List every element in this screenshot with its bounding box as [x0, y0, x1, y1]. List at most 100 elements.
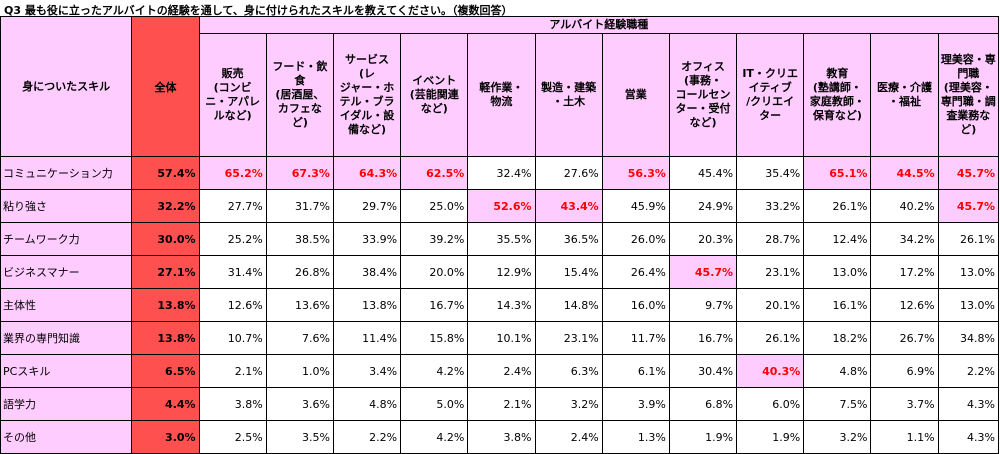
- table-row: 業界の専門知識 13.8% 10.7% 7.6% 11.4% 15.8% 10.1% 23.1…: [0, 321, 1000, 355]
- value-cell: 6.1%: [601, 354, 670, 388]
- row-label-skill: PCスキル: [0, 354, 133, 388]
- value-cell: 26.4%: [601, 255, 670, 289]
- value-cell: 14.3%: [467, 288, 536, 322]
- value-cell: 30.4%: [668, 354, 738, 388]
- value-cell: 16.0%: [601, 288, 670, 322]
- value-cell: 1.9%: [668, 420, 738, 454]
- value-cell: 11.7%: [601, 321, 670, 355]
- highlighted-value-cell: 45.7%: [937, 189, 1000, 223]
- value-cell: 34.2%: [870, 222, 939, 256]
- value-cell: 12.9%: [467, 255, 536, 289]
- value-cell: 45.9%: [601, 189, 670, 223]
- value-cell: 24.9%: [668, 189, 738, 223]
- value-cell: 20.1%: [736, 288, 805, 322]
- row-label-skill: コミュニケーション力: [0, 156, 133, 190]
- value-cell: 13.0%: [803, 255, 872, 289]
- value-cell: 27.7%: [198, 189, 267, 223]
- value-cell: 20.0%: [400, 255, 469, 289]
- table-row: 主体性 13.8% 12.6% 13.6% 13.8% 16.7% 14.3% 14.8% 16…: [0, 288, 1000, 322]
- value-cell: 17.2%: [870, 255, 939, 289]
- total-value-cell: 30.0%: [131, 222, 200, 256]
- value-cell: 25.2%: [198, 222, 267, 256]
- table-row: チームワーク力 30.0% 25.2% 38.5% 33.9% 39.2% 35.5% 36.…: [0, 222, 1000, 256]
- value-cell: 25.0%: [400, 189, 469, 223]
- value-cell: 3.6%: [265, 387, 334, 421]
- value-cell: 1.0%: [265, 354, 334, 388]
- highlighted-value-cell: 45.7%: [937, 156, 1000, 190]
- value-cell: 26.1%: [937, 222, 1000, 256]
- value-cell: 35.4%: [736, 156, 805, 190]
- value-cell: 13.8%: [332, 288, 402, 322]
- row-label-skill: 語学力: [0, 387, 133, 421]
- value-cell: 13.6%: [265, 288, 334, 322]
- value-cell: 3.9%: [601, 387, 670, 421]
- value-cell: 7.5%: [803, 387, 872, 421]
- value-cell: 16.7%: [400, 288, 469, 322]
- highlighted-value-cell: 43.4%: [534, 189, 603, 223]
- value-cell: 38.5%: [265, 222, 334, 256]
- value-cell: 6.3%: [534, 354, 603, 388]
- value-cell: 26.1%: [736, 321, 805, 355]
- column-header-job-type: イベント (芸能関連 など): [400, 33, 469, 157]
- highlighted-value-cell: 67.3%: [265, 156, 334, 190]
- value-cell: 10.7%: [198, 321, 267, 355]
- value-cell: 1.1%: [870, 420, 939, 454]
- total-column-header: 全体: [131, 16, 200, 157]
- value-cell: 3.2%: [534, 387, 603, 421]
- value-cell: 34.8%: [937, 321, 1000, 355]
- table-row: 語学力 4.4% 3.8% 3.6% 4.8% 5.0% 2.1% 3.2% 3.9% 6.8% 6…: [0, 387, 1000, 421]
- value-cell: 5.0%: [400, 387, 469, 421]
- value-cell: 2.5%: [198, 420, 267, 454]
- value-cell: 6.0%: [736, 387, 805, 421]
- value-cell: 26.8%: [265, 255, 334, 289]
- value-cell: 38.4%: [332, 255, 402, 289]
- value-cell: 3.5%: [265, 420, 334, 454]
- highlighted-value-cell: 40.3%: [736, 354, 805, 388]
- highlighted-value-cell: 62.5%: [400, 156, 469, 190]
- value-cell: 27.6%: [534, 156, 603, 190]
- total-value-cell: 6.5%: [131, 354, 200, 388]
- value-cell: 4.2%: [400, 420, 469, 454]
- value-cell: 13.0%: [937, 255, 1000, 289]
- highlighted-value-cell: 45.7%: [668, 255, 738, 289]
- value-cell: 3.4%: [332, 354, 402, 388]
- value-cell: 26.7%: [870, 321, 939, 355]
- table-body: コミュニケーション力 57.4% 65.2% 67.3% 64.3% 62.5% 32.4%…: [0, 156, 1000, 454]
- table-row: 粘り強さ 32.2% 27.7% 31.7% 29.7% 25.0% 52.6% 43.4% 4…: [0, 189, 1000, 223]
- value-cell: 14.8%: [534, 288, 603, 322]
- total-value-cell: 57.4%: [131, 156, 200, 190]
- value-cell: 36.5%: [534, 222, 603, 256]
- value-cell: 29.7%: [332, 189, 402, 223]
- value-cell: 3.8%: [467, 420, 536, 454]
- row-label-skill: ビジネスマナー: [0, 255, 133, 289]
- column-header-job-type: 製造・建築 ・土木: [534, 33, 603, 157]
- value-cell: 33.2%: [736, 189, 805, 223]
- row-label-skill: 粘り強さ: [0, 189, 133, 223]
- column-header-job-type: IT・クリエ イティブ/クリエイ ター: [736, 33, 805, 157]
- value-cell: 2.4%: [534, 420, 603, 454]
- row-label-skill: 主体性: [0, 288, 133, 322]
- value-cell: 28.7%: [736, 222, 805, 256]
- value-cell: 45.4%: [668, 156, 738, 190]
- value-cell: 2.4%: [467, 354, 536, 388]
- row-label-skill: 業界の専門知識: [0, 321, 133, 355]
- value-cell: 18.2%: [803, 321, 872, 355]
- value-cell: 6.9%: [870, 354, 939, 388]
- value-cell: 23.1%: [736, 255, 805, 289]
- column-header-job-type: 営業: [601, 33, 670, 157]
- total-value-cell: 13.8%: [131, 288, 200, 322]
- value-cell: 3.2%: [803, 420, 872, 454]
- value-cell: 4.8%: [332, 387, 402, 421]
- value-cell: 4.3%: [937, 387, 1000, 421]
- column-header-job-type: 教育 (塾講師・ 家庭教師・ 保育など): [803, 33, 872, 157]
- table-header: 身についたスキル 全体 アルバイト経験職種 販売 (コンビ ニ・アパレ ルなど) フード…: [0, 16, 1000, 157]
- table-row: PCスキル 6.5% 2.1% 1.0% 3.4% 4.2% 2.4% 6.3% 6.1% 30.…: [0, 354, 1000, 388]
- value-cell: 7.6%: [265, 321, 334, 355]
- value-cell: 4.2%: [400, 354, 469, 388]
- value-cell: 11.4%: [332, 321, 402, 355]
- highlighted-value-cell: 44.5%: [870, 156, 939, 190]
- value-cell: 31.7%: [265, 189, 334, 223]
- value-cell: 13.0%: [937, 288, 1000, 322]
- column-header-job-type: 販売 (コンビ ニ・アパレ ルなど): [198, 33, 267, 157]
- value-cell: 6.8%: [668, 387, 738, 421]
